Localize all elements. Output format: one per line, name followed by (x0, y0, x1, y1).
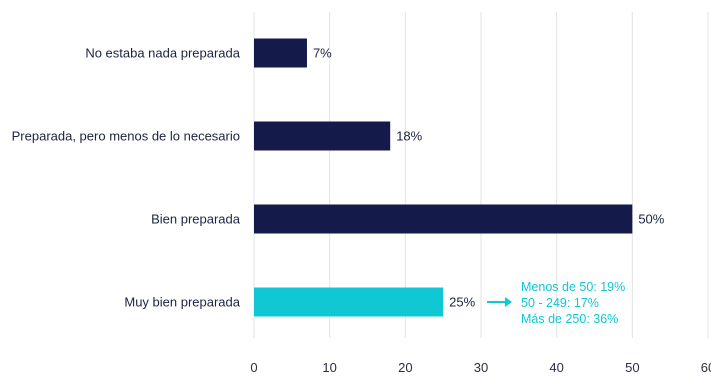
bars (254, 38, 633, 317)
category-label: Muy bien preparada (124, 295, 240, 310)
x-tick-label: 40 (549, 360, 563, 375)
x-tick-label: 0 (250, 360, 257, 375)
bar (254, 38, 307, 68)
x-tick-label: 50 (625, 360, 639, 375)
grid-lines (253, 12, 709, 338)
x-tick-label: 60 (701, 360, 711, 375)
data-label: 25% (449, 295, 475, 310)
bar (254, 204, 633, 234)
annotation: Menos de 50: 19% 50 - 249: 17% Más de 250:… (487, 280, 625, 326)
data-label: 50% (638, 212, 664, 227)
category-label: Preparada, pero menos de lo necesario (12, 129, 240, 144)
annotation-line: Menos de 50: 19% (521, 280, 625, 294)
annotation-line: 50 - 249: 17% (521, 296, 599, 310)
bar (254, 287, 444, 317)
x-axis-ticks: 0 10 20 30 40 50 60 (250, 360, 711, 375)
category-label: No estaba nada preparada (85, 46, 240, 61)
arrow-head-icon (505, 297, 512, 307)
data-label: 18% (396, 129, 422, 144)
data-label: 7% (313, 46, 332, 61)
x-tick-label: 10 (322, 360, 336, 375)
category-label: Bien preparada (151, 212, 241, 227)
x-tick-label: 30 (474, 360, 488, 375)
annotation-line: Más de 250: 36% (521, 312, 618, 326)
labels: No estaba nada preparada 7% Preparada, per… (12, 46, 665, 310)
bar (254, 121, 391, 151)
x-tick-label: 20 (398, 360, 412, 375)
